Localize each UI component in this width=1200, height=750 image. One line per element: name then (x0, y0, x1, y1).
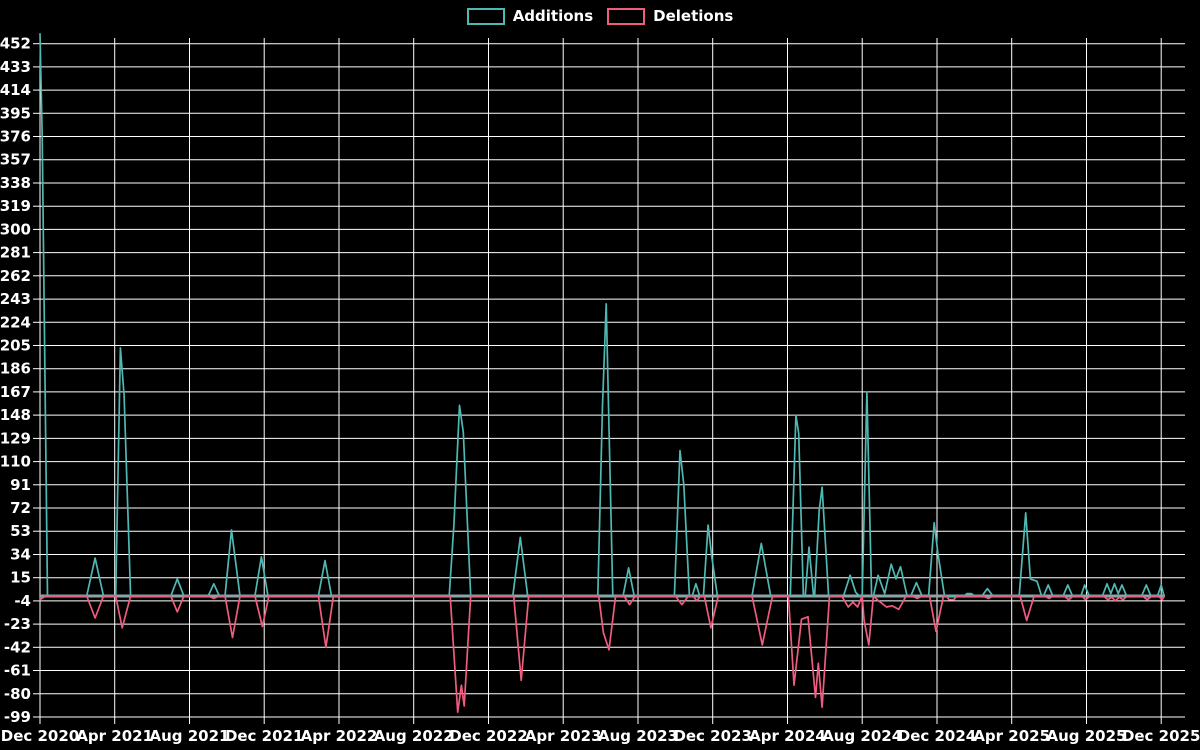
x-tick-label: Dec 2020 (1, 727, 80, 745)
y-tick-label: -42 (4, 638, 31, 656)
x-tick-label: Aug 2025 (1047, 727, 1127, 745)
legend-item-deletions[interactable]: Deletions (607, 7, 733, 25)
y-tick-label: 224 (0, 313, 31, 331)
y-tick-label: 414 (0, 81, 31, 99)
y-tick-label: 91 (10, 476, 31, 494)
y-tick-label: 300 (0, 220, 31, 238)
x-tick-label: Aug 2024 (822, 727, 902, 745)
x-tick-label: Dec 2025 (1122, 727, 1200, 745)
x-tick-label: Apr 2025 (973, 727, 1050, 745)
additions-swatch-icon (466, 7, 505, 25)
y-tick-label: 205 (0, 337, 31, 355)
y-tick-label: 53 (10, 522, 31, 540)
y-tick-label: -99 (4, 708, 31, 726)
y-tick-label: 433 (0, 58, 31, 76)
y-tick-label: -23 (4, 615, 31, 633)
x-tick-label: Dec 2023 (673, 727, 752, 745)
y-tick-label: -4 (14, 592, 31, 610)
y-tick-label: 338 (0, 174, 31, 192)
x-tick-label: Dec 2021 (225, 727, 304, 745)
additions-line (39, 33, 1165, 597)
x-tick-label: Dec 2022 (449, 727, 528, 745)
y-tick-label: -61 (4, 662, 31, 680)
y-tick-label: 148 (0, 406, 31, 424)
y-grid-and-labels: -99 -80 -61 -42 -23 -4 15 34 53 72 91 110 129 148 167 1… (0, 35, 1185, 726)
x-tick-label: Aug 2022 (374, 727, 454, 745)
y-tick-label: 357 (0, 151, 31, 169)
x-tick-label: Apr 2022 (301, 727, 378, 745)
y-tick-label: 167 (0, 383, 31, 401)
y-tick-label: 243 (0, 290, 31, 308)
y-tick-label: 34 (10, 546, 31, 564)
x-tick-label: Aug 2023 (598, 727, 678, 745)
y-tick-label: 129 (0, 429, 31, 447)
x-tick-label: Aug 2021 (150, 727, 230, 745)
y-tick-label: 72 (10, 499, 31, 517)
legend-label: Deletions (653, 7, 734, 25)
y-tick-label: 262 (0, 267, 31, 285)
x-tick-label: Apr 2023 (525, 727, 602, 745)
x-tick-label: Apr 2021 (76, 727, 153, 745)
y-tick-label: 15 (10, 569, 31, 587)
deletions-swatch-icon (607, 7, 646, 25)
y-tick-label: 110 (0, 453, 31, 471)
y-tick-label: 281 (0, 244, 31, 262)
y-tick-label: 452 (0, 35, 31, 53)
y-tick-label: 376 (0, 128, 31, 146)
x-tick-label: Apr 2024 (749, 727, 826, 745)
deletions-line (39, 595, 1165, 713)
y-tick-label: 395 (0, 104, 31, 122)
chart-legend: Additions Deletions (0, 7, 1200, 25)
y-tick-label: 319 (0, 197, 31, 215)
legend-item-additions[interactable]: Additions (466, 7, 594, 25)
y-tick-label: 186 (0, 360, 31, 378)
legend-label: Additions (512, 7, 594, 25)
y-tick-label: -80 (4, 685, 31, 703)
x-tick-label: Dec 2024 (898, 727, 977, 745)
